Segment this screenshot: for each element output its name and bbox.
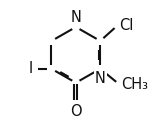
Text: O: O: [70, 104, 82, 119]
Text: I: I: [29, 61, 33, 76]
Text: Cl: Cl: [119, 18, 134, 33]
Text: N: N: [95, 71, 106, 86]
Text: CH₃: CH₃: [121, 77, 148, 92]
Text: N: N: [70, 10, 81, 25]
